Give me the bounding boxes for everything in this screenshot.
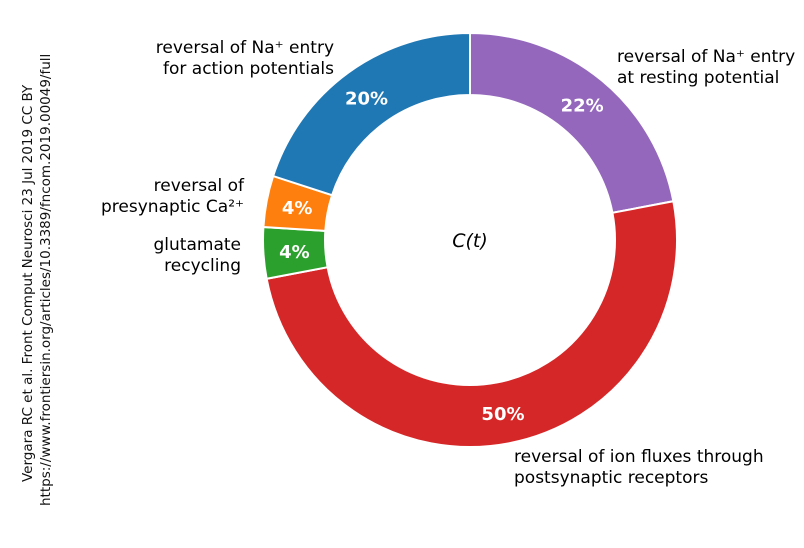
slice-label-1: reversal of ion fluxes through postsynapt… (514, 447, 764, 488)
slice-1 (265, 200, 678, 448)
credit-block: Vergara RC et al. Front Comput Neurosci … (0, 0, 60, 544)
slice-labels-group: reversal of Na⁺ entry at resting potentia… (101, 38, 795, 488)
slice-label-3: reversal of presynaptic Ca²⁺ (101, 176, 245, 217)
slice-label-0: reversal of Na⁺ entry at resting potentia… (617, 47, 795, 88)
credit-line-2: https://www.frontiersin.org/articles/10.… (38, 53, 54, 506)
center-label: C(t) (452, 230, 488, 252)
slices-group (262, 31, 678, 448)
slice-value-label-0: 22% (561, 95, 604, 116)
slice-value-label-3: 4% (282, 198, 313, 219)
slice-value-label-1: 50% (481, 404, 524, 425)
slice-value-label-2: 4% (279, 242, 310, 263)
credit-line-1: Vergara RC et al. Front Comput Neurosci … (20, 84, 36, 482)
slice-4 (271, 31, 471, 197)
slice-value-label-4: 20% (345, 89, 388, 110)
slice-label-2: glutamate recycling (154, 235, 241, 276)
percent-labels-group: 22% 50% 4% 4% 20% (279, 89, 604, 425)
slice-label-4: reversal of Na⁺ entry for action potentia… (156, 38, 334, 79)
